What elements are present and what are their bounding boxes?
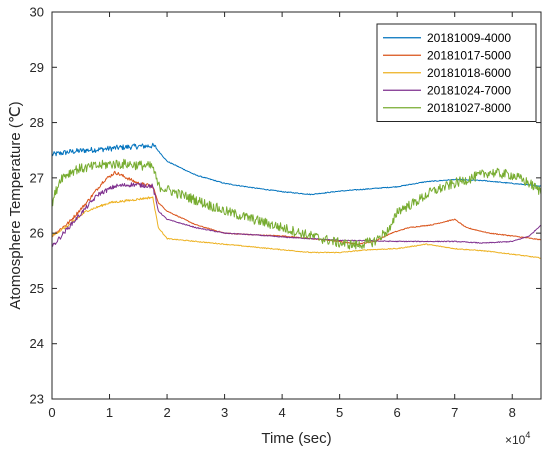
legend-entry-5: 20181027-8000 xyxy=(427,101,511,115)
y-tick-label: 27 xyxy=(30,170,44,185)
y-tick-label: 28 xyxy=(30,115,44,130)
series-layer xyxy=(51,11,542,400)
x-tick-label: 6 xyxy=(394,405,401,420)
y-tick-label: 23 xyxy=(30,392,44,407)
legend-entry-4: 20181024-7000 xyxy=(427,84,511,98)
legend-entry-2: 20181017-5000 xyxy=(427,49,511,63)
legend-entry-3: 20181018-6000 xyxy=(427,66,511,80)
y-tick-label: 24 xyxy=(30,336,44,351)
x-axis-multiplier-base: ×10 xyxy=(505,433,526,447)
x-tick-label: 8 xyxy=(509,405,516,420)
x-axis-multiplier-exponent: 4 xyxy=(525,430,530,440)
axes-border xyxy=(51,11,542,400)
x-axis-label: Time (sec) xyxy=(261,430,331,447)
y-tick-label: 30 xyxy=(30,5,44,20)
x-tick-label: 2 xyxy=(163,405,170,420)
x-tick-label: 1 xyxy=(106,405,113,420)
x-tick-label: 4 xyxy=(279,405,286,420)
x-tick-label: 7 xyxy=(451,405,458,420)
legend-entry-1: 20181009-4000 xyxy=(427,31,511,45)
x-tick-label: 3 xyxy=(221,405,228,420)
series-line-3 xyxy=(51,196,541,259)
y-tick-label: 26 xyxy=(30,226,44,241)
series-line-4 xyxy=(51,182,542,248)
x-tick-label: 0 xyxy=(48,405,55,420)
series-line-5 xyxy=(51,158,542,250)
y-tick-label: 25 xyxy=(30,281,44,296)
y-tick-label: 29 xyxy=(30,60,44,75)
x-axis-multiplier: ×104 xyxy=(505,430,530,447)
series-line-2 xyxy=(51,170,542,245)
x-tick-label: 5 xyxy=(336,405,343,420)
legend: 20181009-4000 20181017-5000 20181018-6000 2… xyxy=(376,23,537,122)
y-axis-label: Atomosphere Temperature (℃) xyxy=(7,101,24,309)
